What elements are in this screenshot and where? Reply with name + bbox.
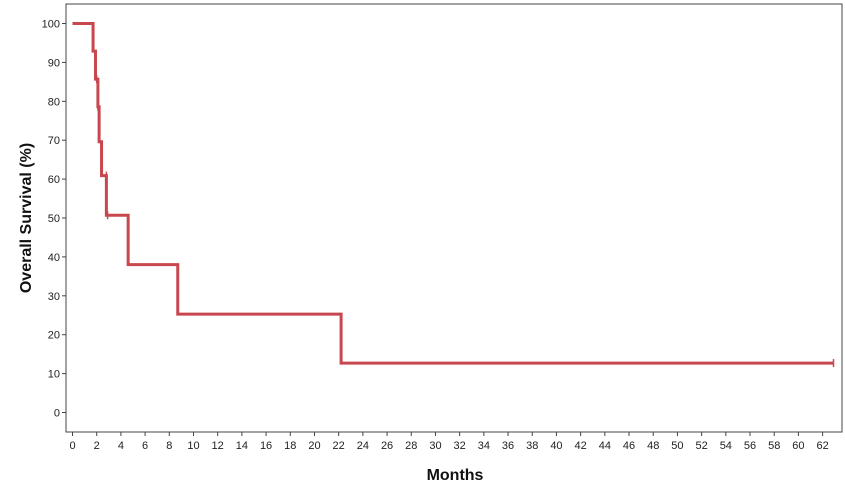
x-tick-label: 6: [142, 440, 148, 452]
survival-curve: [72, 22, 834, 365]
x-tick-label: 16: [260, 440, 272, 452]
x-tick-label: 42: [575, 440, 587, 452]
y-tick-label: 20: [48, 330, 60, 342]
y-tick-label: 90: [48, 57, 60, 69]
x-tick-label: 58: [768, 440, 780, 452]
x-tick-label: 52: [696, 440, 708, 452]
x-tick-label: 14: [236, 440, 248, 452]
y-tick-label: 10: [48, 369, 60, 381]
x-tick-label: 20: [308, 440, 320, 452]
x-tick-label: 4: [118, 440, 124, 452]
x-tick-label: 2: [94, 440, 100, 452]
x-tick-label: 62: [816, 440, 828, 452]
y-tick-label: 30: [48, 291, 60, 303]
x-tick-label: 54: [720, 440, 732, 452]
x-tick-label: 30: [429, 440, 441, 452]
y-axis-title: Overall Survival (%): [18, 143, 35, 293]
x-axis-title: Months: [427, 467, 484, 484]
x-tick-label: 10: [187, 440, 199, 452]
y-axis-ticks: 0 10 20 30 40 50 60 70 80 90 100: [42, 19, 66, 420]
x-tick-label: 8: [166, 440, 172, 452]
y-tick-label: 60: [48, 174, 60, 186]
x-axis-ticks: 0 2 4 6 8 10 12 14 16 18 20 22 24 26 28 30 32 34 36 38 40 42 4…: [69, 432, 829, 452]
x-tick-label: 24: [357, 440, 369, 452]
series-layer: [72, 22, 835, 368]
x-tick-label: 32: [454, 440, 466, 452]
y-tick-label: 50: [48, 213, 60, 225]
y-tick-label: 40: [48, 252, 60, 264]
x-tick-label: 26: [381, 440, 393, 452]
x-tick-label: 34: [478, 440, 490, 452]
plot-frame: [65, 3, 843, 433]
y-tick-label: 80: [48, 96, 60, 108]
x-tick-label: 56: [744, 440, 756, 452]
x-tick-label: 28: [405, 440, 417, 452]
y-tick-label: 0: [54, 408, 60, 420]
x-tick-label: 46: [623, 440, 635, 452]
y-tick-label: 70: [48, 135, 60, 147]
x-tick-label: 40: [550, 440, 562, 452]
plot-border: [65, 3, 843, 433]
x-tick-label: 44: [599, 440, 611, 452]
x-tick-label: 50: [671, 440, 683, 452]
x-tick-label: 38: [526, 440, 538, 452]
x-tick-label: 60: [792, 440, 804, 452]
x-tick-label: 36: [502, 440, 514, 452]
x-tick-label: 0: [69, 440, 75, 452]
x-tick-label: 18: [284, 440, 296, 452]
x-tick-label: 22: [333, 440, 345, 452]
y-tick-label: 100: [42, 19, 60, 31]
x-tick-label: 48: [647, 440, 659, 452]
x-tick-label: 12: [212, 440, 224, 452]
